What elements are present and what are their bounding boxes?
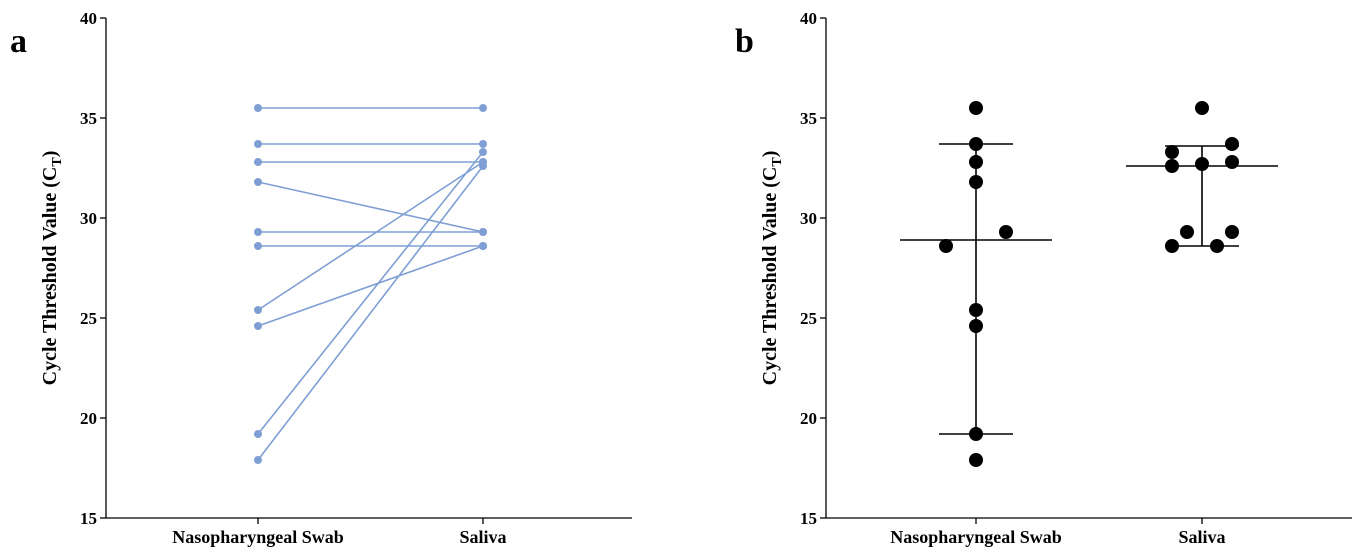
b-point-0-6 [969, 303, 983, 317]
a-point-swab-3 [254, 178, 262, 186]
panel-a-points [254, 104, 487, 464]
a-category-label-1: Saliva [459, 527, 506, 547]
a-point-swab-7 [254, 322, 262, 330]
b-point-1-7 [1225, 225, 1239, 239]
panel-a-y-axis-title: Cycle Threshold Value (CT) [39, 151, 65, 386]
a-tick-label-35: 35 [80, 109, 97, 128]
b-point-1-1 [1225, 137, 1239, 151]
panel-b-error-bars [900, 143, 1278, 435]
b-point-0-0 [969, 101, 983, 115]
a-point-saliva-1 [479, 140, 487, 148]
a-category-label-0: Nasopharyngeal Swab [172, 527, 344, 547]
b-category-label-0: Nasopharyngeal Swab [890, 527, 1062, 547]
a-pair-line-3 [257, 181, 484, 233]
b-point-0-9 [969, 453, 983, 467]
a-pair-line-8 [257, 151, 484, 435]
panel-a-x-categories: Nasopharyngeal Swab Saliva [172, 518, 507, 547]
b-point-1-6 [1180, 225, 1194, 239]
a-point-saliva-4 [479, 228, 487, 236]
panel-b-y-axis-title: Cycle Threshold Value (CT) [759, 151, 785, 386]
a-tick-label-40: 40 [80, 9, 97, 28]
panel-a-y-ticks: 15 20 25 30 35 40 [80, 9, 106, 528]
a-point-saliva-7 [479, 242, 487, 250]
a-point-swab-8 [254, 430, 262, 438]
b-tick-label-35: 35 [800, 109, 817, 128]
panel-b: b Cycle Threshold Value (CT) 15 20 25 30 35 4… [735, 9, 1352, 547]
a-point-saliva-8 [479, 148, 487, 156]
panel-a-paired-lines [257, 107, 484, 461]
a-point-swab-1 [254, 140, 262, 148]
b-point-1-5 [1165, 159, 1179, 173]
panel-a-letter: a [10, 23, 27, 60]
b-tick-label-20: 20 [800, 409, 817, 428]
b-point-1-4 [1195, 157, 1209, 171]
panel-b-points [939, 101, 1239, 467]
a-point-saliva-9 [479, 162, 487, 170]
b-point-1-0 [1195, 101, 1209, 115]
b-point-0-3 [969, 175, 983, 189]
panel-b-x-categories: Nasopharyngeal Swab Saliva [890, 518, 1226, 547]
a-tick-label-15: 15 [80, 509, 97, 528]
b-category-label-1: Saliva [1178, 527, 1225, 547]
b-point-1-3 [1225, 155, 1239, 169]
panel-b-letter: b [735, 23, 754, 60]
b-point-0-8 [969, 427, 983, 441]
b-tick-label-25: 25 [800, 309, 817, 328]
b-point-1-2 [1165, 145, 1179, 159]
a-pair-line-6 [257, 161, 484, 311]
b-tick-label-40: 40 [800, 9, 817, 28]
a-tick-label-20: 20 [80, 409, 97, 428]
a-tick-label-30: 30 [80, 209, 97, 228]
b-point-0-2 [969, 155, 983, 169]
a-point-swab-9 [254, 456, 262, 464]
b-point-0-1 [969, 137, 983, 151]
panel-a: a Cycle Threshold Value (CT) 15 20 25 30 35 4… [10, 9, 632, 547]
b-point-0-5 [939, 239, 953, 253]
a-point-swab-4 [254, 228, 262, 236]
a-pair-line-7 [257, 245, 484, 327]
a-point-swab-0 [254, 104, 262, 112]
b-tick-label-30: 30 [800, 209, 817, 228]
a-point-swab-5 [254, 242, 262, 250]
a-point-swab-2 [254, 158, 262, 166]
b-tick-label-15: 15 [800, 509, 817, 528]
panel-b-y-ticks: 15 20 25 30 35 40 [800, 9, 826, 528]
b-point-1-8 [1165, 239, 1179, 253]
a-tick-label-25: 25 [80, 309, 97, 328]
b-point-0-4 [999, 225, 1013, 239]
a-pair-line-9 [257, 165, 484, 461]
a-point-saliva-0 [479, 104, 487, 112]
b-point-1-9 [1210, 239, 1224, 253]
a-point-swab-6 [254, 306, 262, 314]
b-point-0-7 [969, 319, 983, 333]
